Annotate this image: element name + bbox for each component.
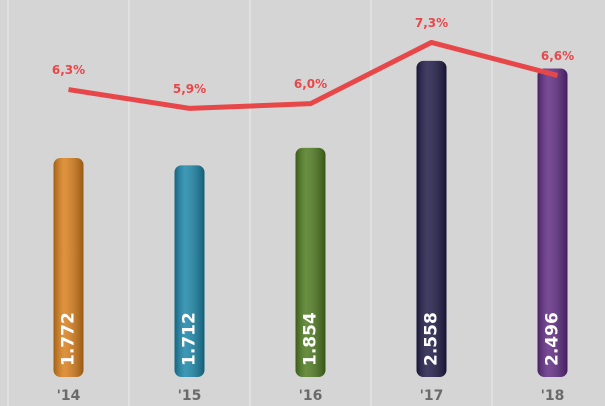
line-value-label: 6,3%: [52, 63, 85, 77]
x-tick-label: '18: [541, 388, 565, 404]
x-tick-label: '14: [57, 388, 81, 404]
line-value-label: 6,0%: [294, 77, 327, 91]
bar-shine: [537, 68, 568, 378]
bar-shine: [53, 157, 84, 377]
line-value-label: 6,6%: [541, 49, 574, 63]
x-tick-label: '17: [420, 388, 444, 404]
x-tick-label: '16: [299, 388, 323, 404]
bar-value-label: 1.772: [59, 312, 79, 366]
line: [68, 39, 559, 111]
bar-value-label: 2.558: [422, 312, 442, 366]
bar-shine: [174, 165, 205, 377]
bar-value-label: 2.496: [543, 312, 563, 366]
bar-shine: [295, 147, 326, 377]
bar-shine: [416, 60, 447, 378]
bar-value-label: 1.854: [301, 312, 321, 366]
bar-value-label: 1.712: [180, 312, 200, 366]
line-value-label: 5,9%: [173, 82, 206, 96]
line-value-label: 7,3%: [415, 16, 448, 30]
x-tick-label: '15: [178, 388, 202, 404]
